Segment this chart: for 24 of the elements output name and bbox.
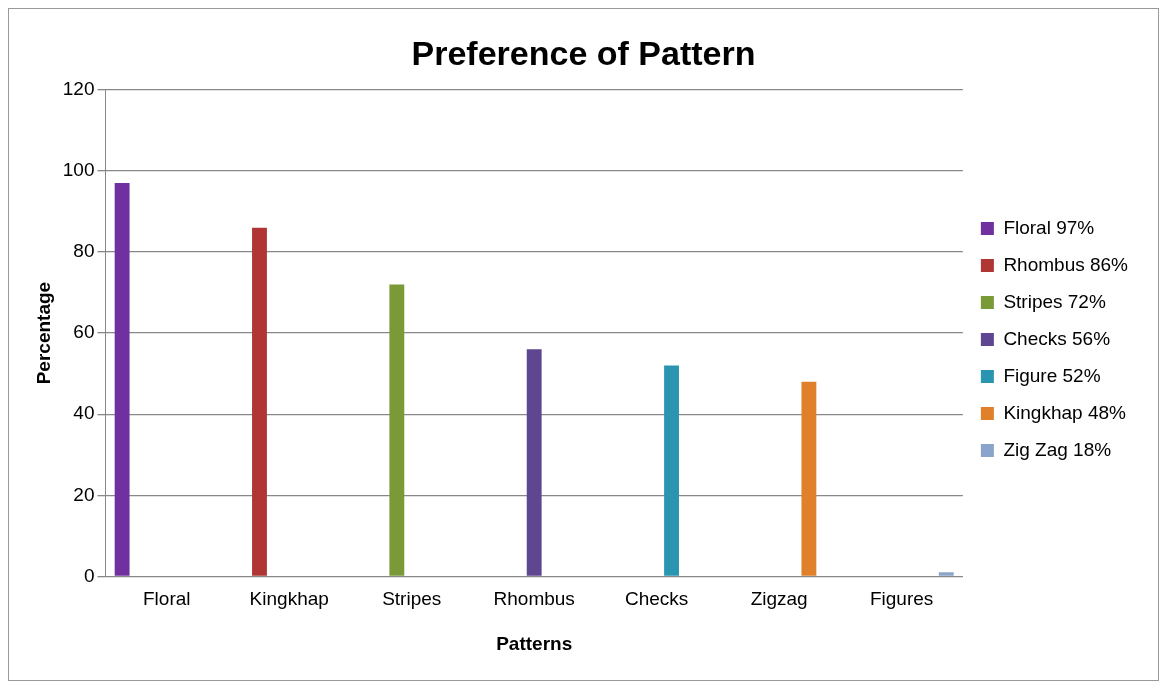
x-tick-label: Figures <box>869 588 934 610</box>
x-tick-label: Stripes <box>382 588 442 610</box>
legend-label: Kingkhap 48% <box>1003 401 1127 423</box>
y-tick-label: 20 <box>73 483 95 505</box>
x-axis-title: Patterns <box>496 632 573 654</box>
x-tick-label: Checks <box>624 588 689 610</box>
x-tick-label: Kingkhap <box>249 588 329 610</box>
y-tick-label: 0 <box>83 564 95 586</box>
legend-label: Floral 97% <box>1003 216 1095 238</box>
y-tick-label: 120 <box>62 78 95 100</box>
y-tick-label: 40 <box>73 402 95 424</box>
legend-label: Zig Zag 18% <box>1003 438 1112 460</box>
y-tick-label: 60 <box>73 321 95 343</box>
x-tick-label: Zigzag <box>750 588 808 610</box>
x-tick-label: Floral <box>142 588 191 610</box>
y-tick-label: 100 <box>62 159 95 181</box>
chart-title: Preference of Pattern <box>411 33 756 72</box>
x-tick-label: Rhombus <box>493 588 575 610</box>
legend-label: Stripes 72% <box>1003 290 1106 312</box>
legend-label: Checks 56% <box>1003 327 1111 349</box>
y-tick-label: 80 <box>73 240 95 262</box>
y-axis-title: Percentage <box>32 281 54 385</box>
legend-label: Figure 52% <box>1003 364 1101 386</box>
legend-label: Rhombus 86% <box>1003 253 1129 275</box>
